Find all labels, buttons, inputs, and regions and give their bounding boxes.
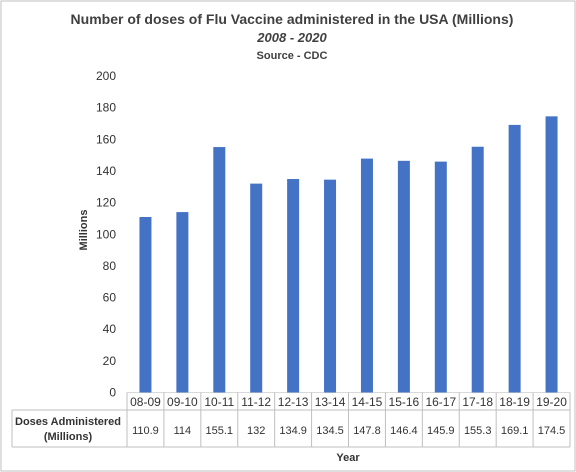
bar — [508, 124, 521, 393]
bar — [397, 160, 410, 393]
bar — [176, 212, 189, 393]
bar — [545, 116, 558, 393]
x-axis-label: Year — [336, 452, 360, 464]
chart-source: Source - CDC — [257, 50, 328, 62]
y-tick-label: 60 — [103, 291, 117, 305]
data-table-value: 132 — [247, 425, 265, 437]
table-row-label-line2: (Millions) — [44, 431, 93, 443]
bar — [324, 179, 337, 393]
y-tick-label: 0 — [109, 386, 116, 400]
bar — [287, 179, 300, 393]
x-tick-label: 12-13 — [278, 395, 309, 409]
x-tick-label: 18-19 — [499, 395, 530, 409]
y-tick-label: 120 — [96, 196, 116, 210]
y-tick-label: 100 — [96, 227, 116, 241]
x-tick-label: 10-11 — [204, 395, 234, 409]
data-table-value: 147.8 — [353, 425, 381, 437]
y-axis-label: Millions — [78, 210, 90, 251]
data-table-value: 169.1 — [501, 425, 529, 437]
y-tick-label: 160 — [96, 132, 116, 146]
x-tick-label: 09-10 — [167, 395, 198, 409]
data-table-value: 134.5 — [316, 425, 344, 437]
data-table-value: 145.9 — [427, 425, 455, 437]
bar — [213, 147, 226, 393]
data-table-value: 146.4 — [390, 425, 418, 437]
x-tick-label: 19-20 — [536, 395, 567, 409]
x-tick-label: 13-14 — [315, 395, 346, 409]
x-tick-label: 14-15 — [352, 395, 383, 409]
x-tick-label: 08-09 — [130, 395, 161, 409]
y-tick-label: 40 — [103, 322, 117, 336]
y-tick-label: 140 — [96, 164, 116, 178]
bar — [471, 146, 484, 393]
data-table-value: 134.9 — [279, 425, 307, 437]
chart-subtitle: 2008 - 2020 — [256, 30, 327, 45]
bar — [139, 217, 152, 393]
y-tick-label: 200 — [96, 69, 116, 83]
x-tick-label: 11-12 — [241, 395, 271, 409]
bar — [434, 161, 447, 393]
bar — [360, 158, 373, 393]
data-table-value: 155.1 — [206, 425, 234, 437]
table-row-label-line1: Doses Administered — [15, 416, 121, 428]
data-table-value: 110.9 — [132, 425, 159, 437]
x-tick-label: 17-18 — [462, 395, 493, 409]
x-tick-label: 16-17 — [425, 395, 456, 409]
chart-title: Number of doses of Flu Vaccine administe… — [71, 11, 514, 27]
y-tick-label: 80 — [103, 259, 117, 273]
bar — [250, 183, 263, 393]
data-table-value: 155.3 — [464, 425, 492, 437]
y-tick-label: 180 — [96, 101, 116, 115]
x-tick-label: 15-16 — [389, 395, 420, 409]
data-table-value: 114 — [174, 425, 192, 437]
data-table-value: 174.5 — [538, 425, 566, 437]
y-tick-label: 20 — [103, 354, 117, 368]
